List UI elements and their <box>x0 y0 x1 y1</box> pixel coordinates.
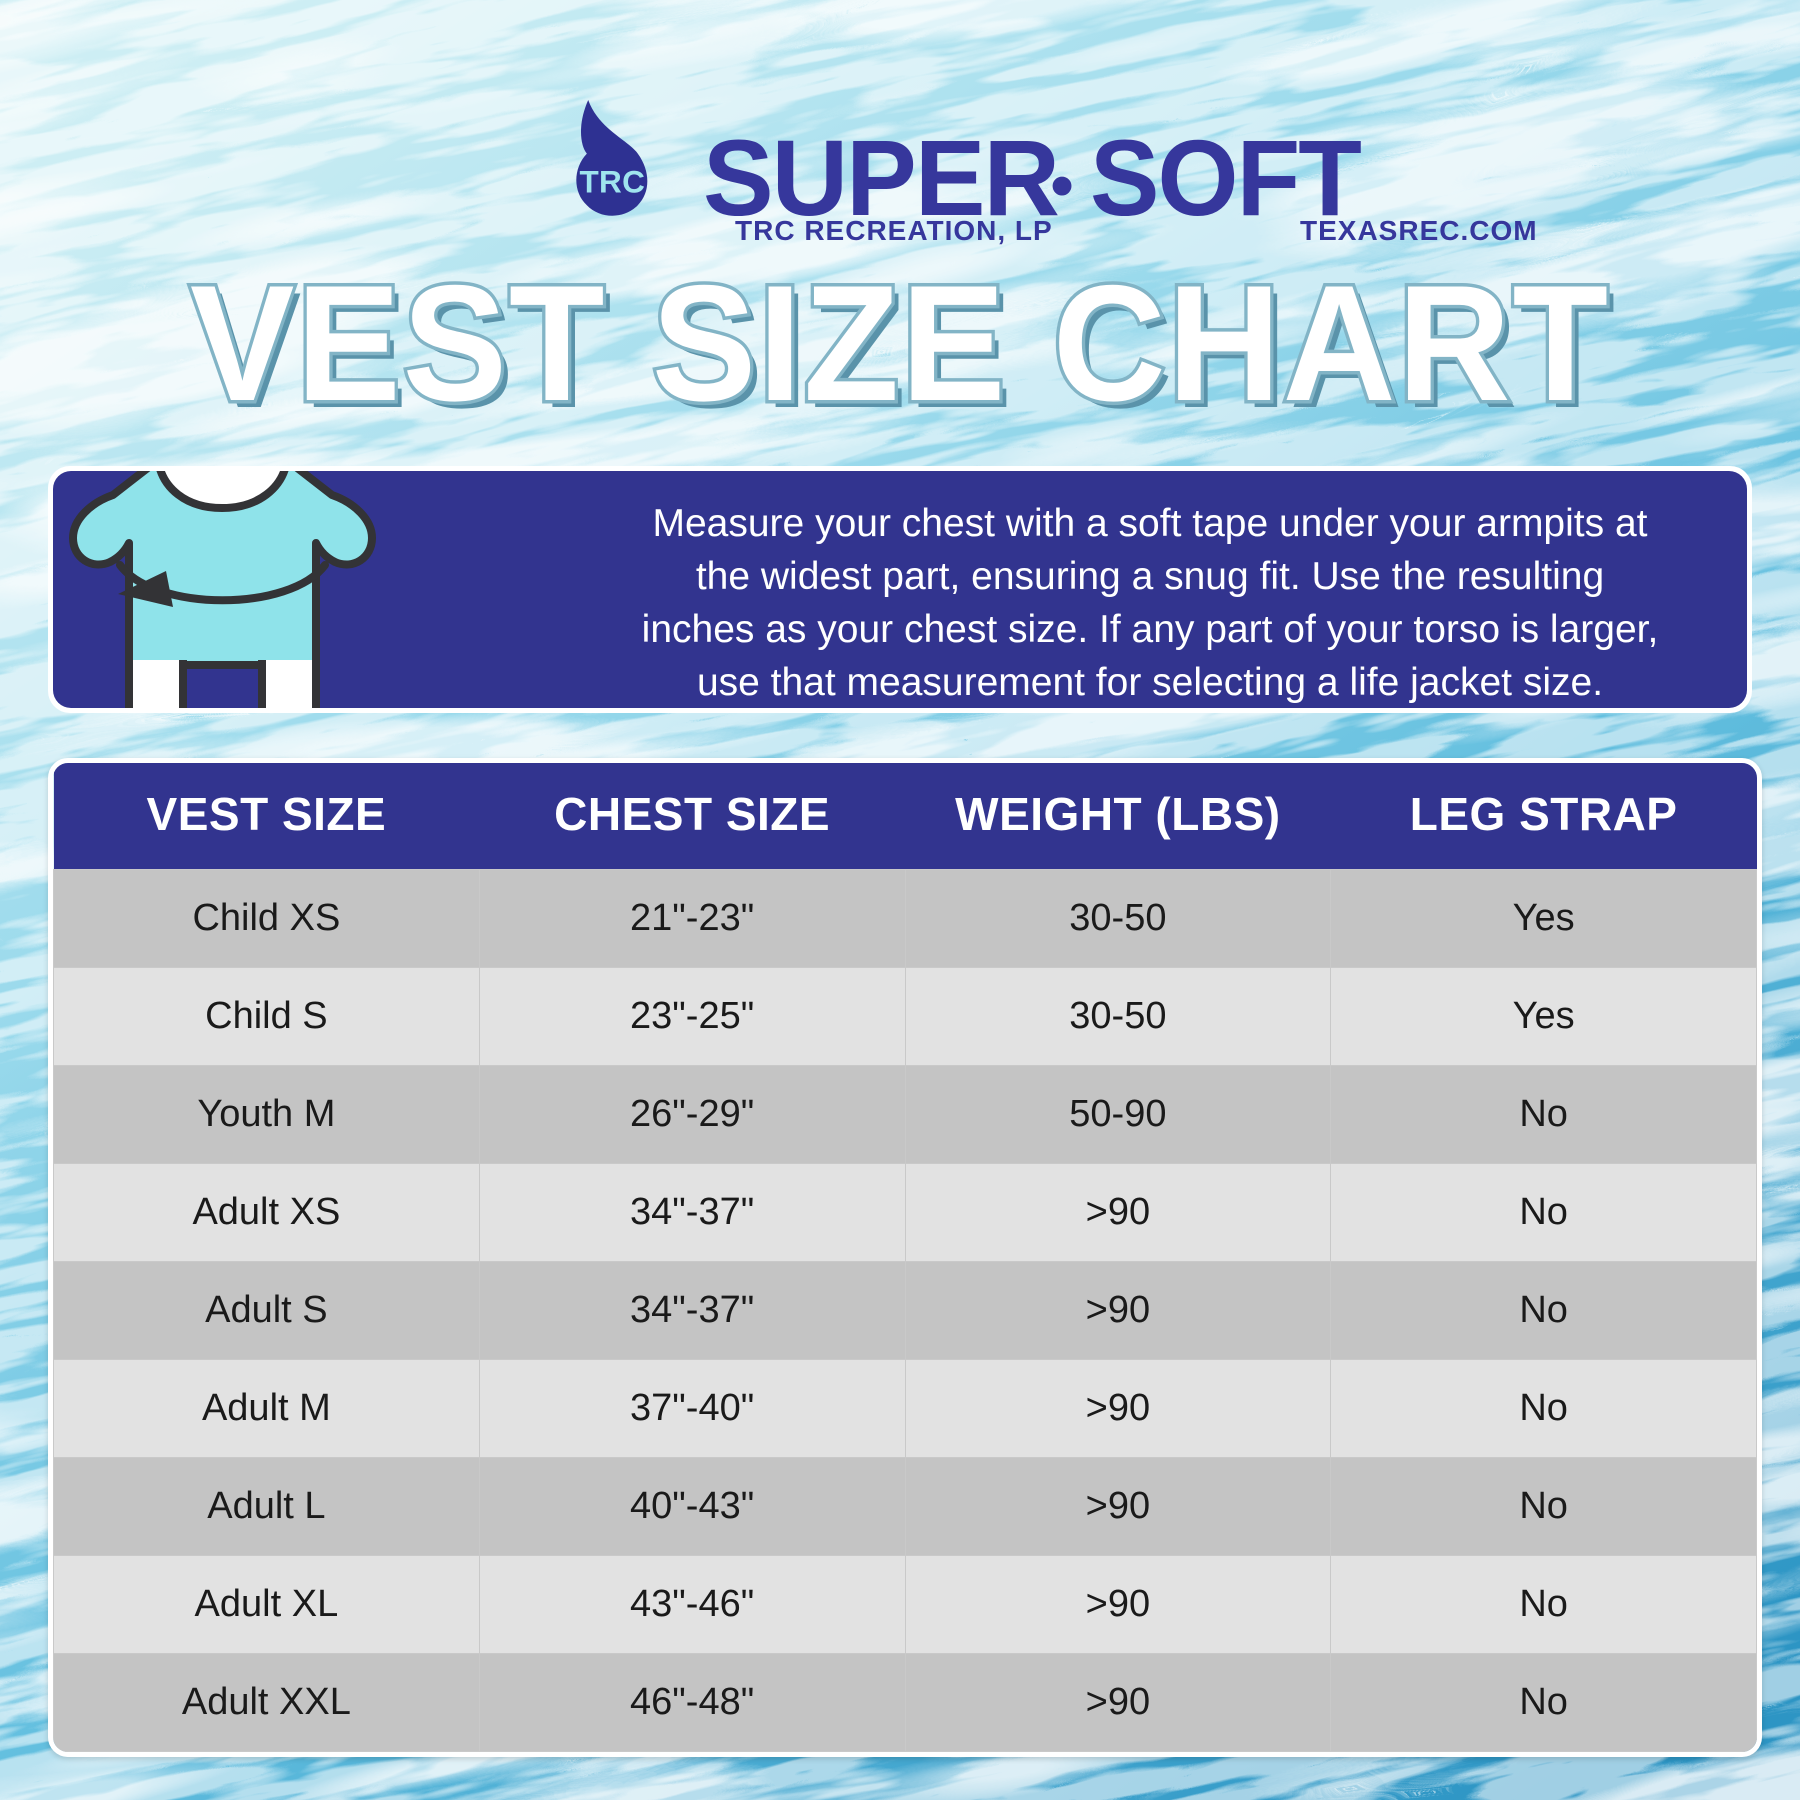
svg-text:•: • <box>1050 148 1073 222</box>
svg-text:Measure your chest with a soft: Measure your chest with a soft tape unde… <box>653 502 1648 545</box>
svg-text:the widest part, ensuring a sn: the widest part, ensuring a snug fit. Us… <box>696 555 1604 598</box>
svg-text:TRC: TRC <box>579 163 645 199</box>
svg-text:use that measurement for selec: use that measurement for selecting a lif… <box>697 661 1603 704</box>
svg-text:inches as your chest size. If: inches as your chest size. If any part o… <box>642 608 1659 651</box>
svg-text:VEST SIZE CHART: VEST SIZE CHART <box>190 251 1610 435</box>
svg-text:TEXASREC.COM: TEXASREC.COM <box>1300 215 1538 246</box>
svg-text:TRC RECREATION, LP: TRC RECREATION, LP <box>735 215 1053 246</box>
